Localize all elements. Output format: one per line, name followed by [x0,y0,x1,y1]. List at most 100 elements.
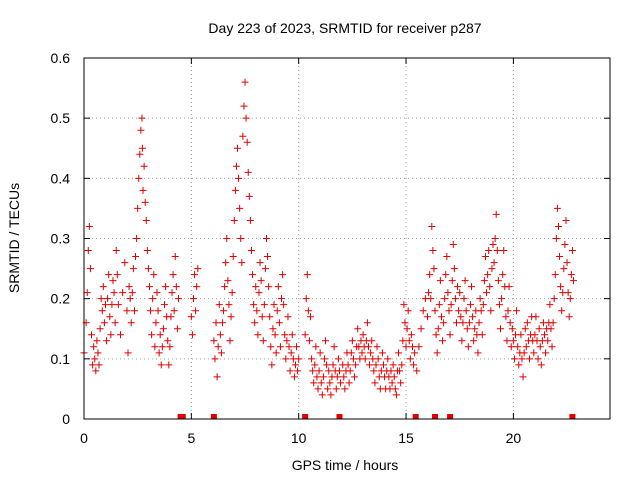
data-point [454,283,462,291]
data-point [437,313,445,321]
data-point [88,331,96,339]
data-point [234,144,242,152]
data-point [361,355,369,363]
data-point [456,289,464,297]
data-point [143,247,151,255]
data-point [99,283,107,291]
data-point [245,192,253,200]
data-point [232,162,240,170]
data-point [446,331,454,339]
data-point [514,343,522,351]
data-point [475,319,483,327]
data-point [448,277,456,285]
data-point [562,216,570,224]
data-point [500,247,508,255]
data-point [426,271,434,279]
data-point [288,331,296,339]
data-point [550,295,558,303]
data-point [237,235,245,242]
data-point [284,313,292,321]
data-point [461,277,469,285]
data-point [457,313,465,321]
data-point [485,247,493,255]
data-point [347,349,355,357]
data-point [408,343,416,351]
data-point [325,367,333,375]
data-point [84,247,92,255]
data-point [433,349,441,357]
data-point [435,301,443,309]
data-point [126,295,134,303]
data-point [230,216,238,224]
data-point [478,331,486,339]
data-point [227,313,235,321]
data-point [455,307,463,315]
data-point [258,313,266,321]
data-point [94,349,102,357]
data-point [535,325,543,333]
data-point [458,337,466,345]
data-point [116,331,124,339]
x-tick-label: 10 [291,430,307,446]
data-point [226,337,234,345]
data-point [172,283,180,291]
data-point [344,361,352,369]
data-point [434,325,442,333]
data-point [85,222,93,230]
data-point [147,307,155,315]
data-point [345,379,353,387]
data-point [515,361,523,369]
data-point [493,247,501,255]
y-tick-label: 0.3 [51,231,71,247]
data-point [320,355,328,363]
data-point [487,307,495,315]
data-point [308,355,316,363]
data-point [255,289,263,297]
data-point [506,319,514,327]
data-point [563,259,571,267]
data-point [341,385,349,393]
data-point [367,349,375,357]
data-point [323,361,331,369]
x-tick-label: 20 [506,430,522,446]
data-point [392,391,400,399]
data-point [364,343,372,351]
data-point [113,271,121,279]
data-point [295,355,303,363]
data-point [425,289,433,297]
data-point [151,343,159,351]
data-point [492,210,500,218]
data-point [484,271,492,279]
data-point [397,379,405,387]
data-point [352,361,360,369]
data-point [440,319,448,327]
data-point [216,331,224,339]
data-point [119,289,127,297]
data-point [162,283,170,291]
data-point [161,301,169,309]
data-point [134,204,142,212]
data-point [269,325,277,333]
data-point [150,271,158,279]
data-point [127,319,135,327]
data-point [106,313,114,321]
data-point [372,361,380,369]
data-point [222,259,230,267]
data-points [80,78,578,399]
data-point [167,313,175,321]
data-point [103,337,111,345]
data-point [490,259,498,267]
data-point [91,355,99,363]
y-tick-label: 0.6 [51,50,71,66]
data-point [366,361,374,369]
data-point [520,349,528,357]
data-point [275,319,283,327]
data-point [121,259,129,267]
data-point [136,150,144,158]
data-point [138,114,146,122]
data-point [549,319,557,327]
data-point [334,355,342,363]
data-point [317,379,325,387]
data-point [411,349,419,357]
data-point [546,301,554,309]
